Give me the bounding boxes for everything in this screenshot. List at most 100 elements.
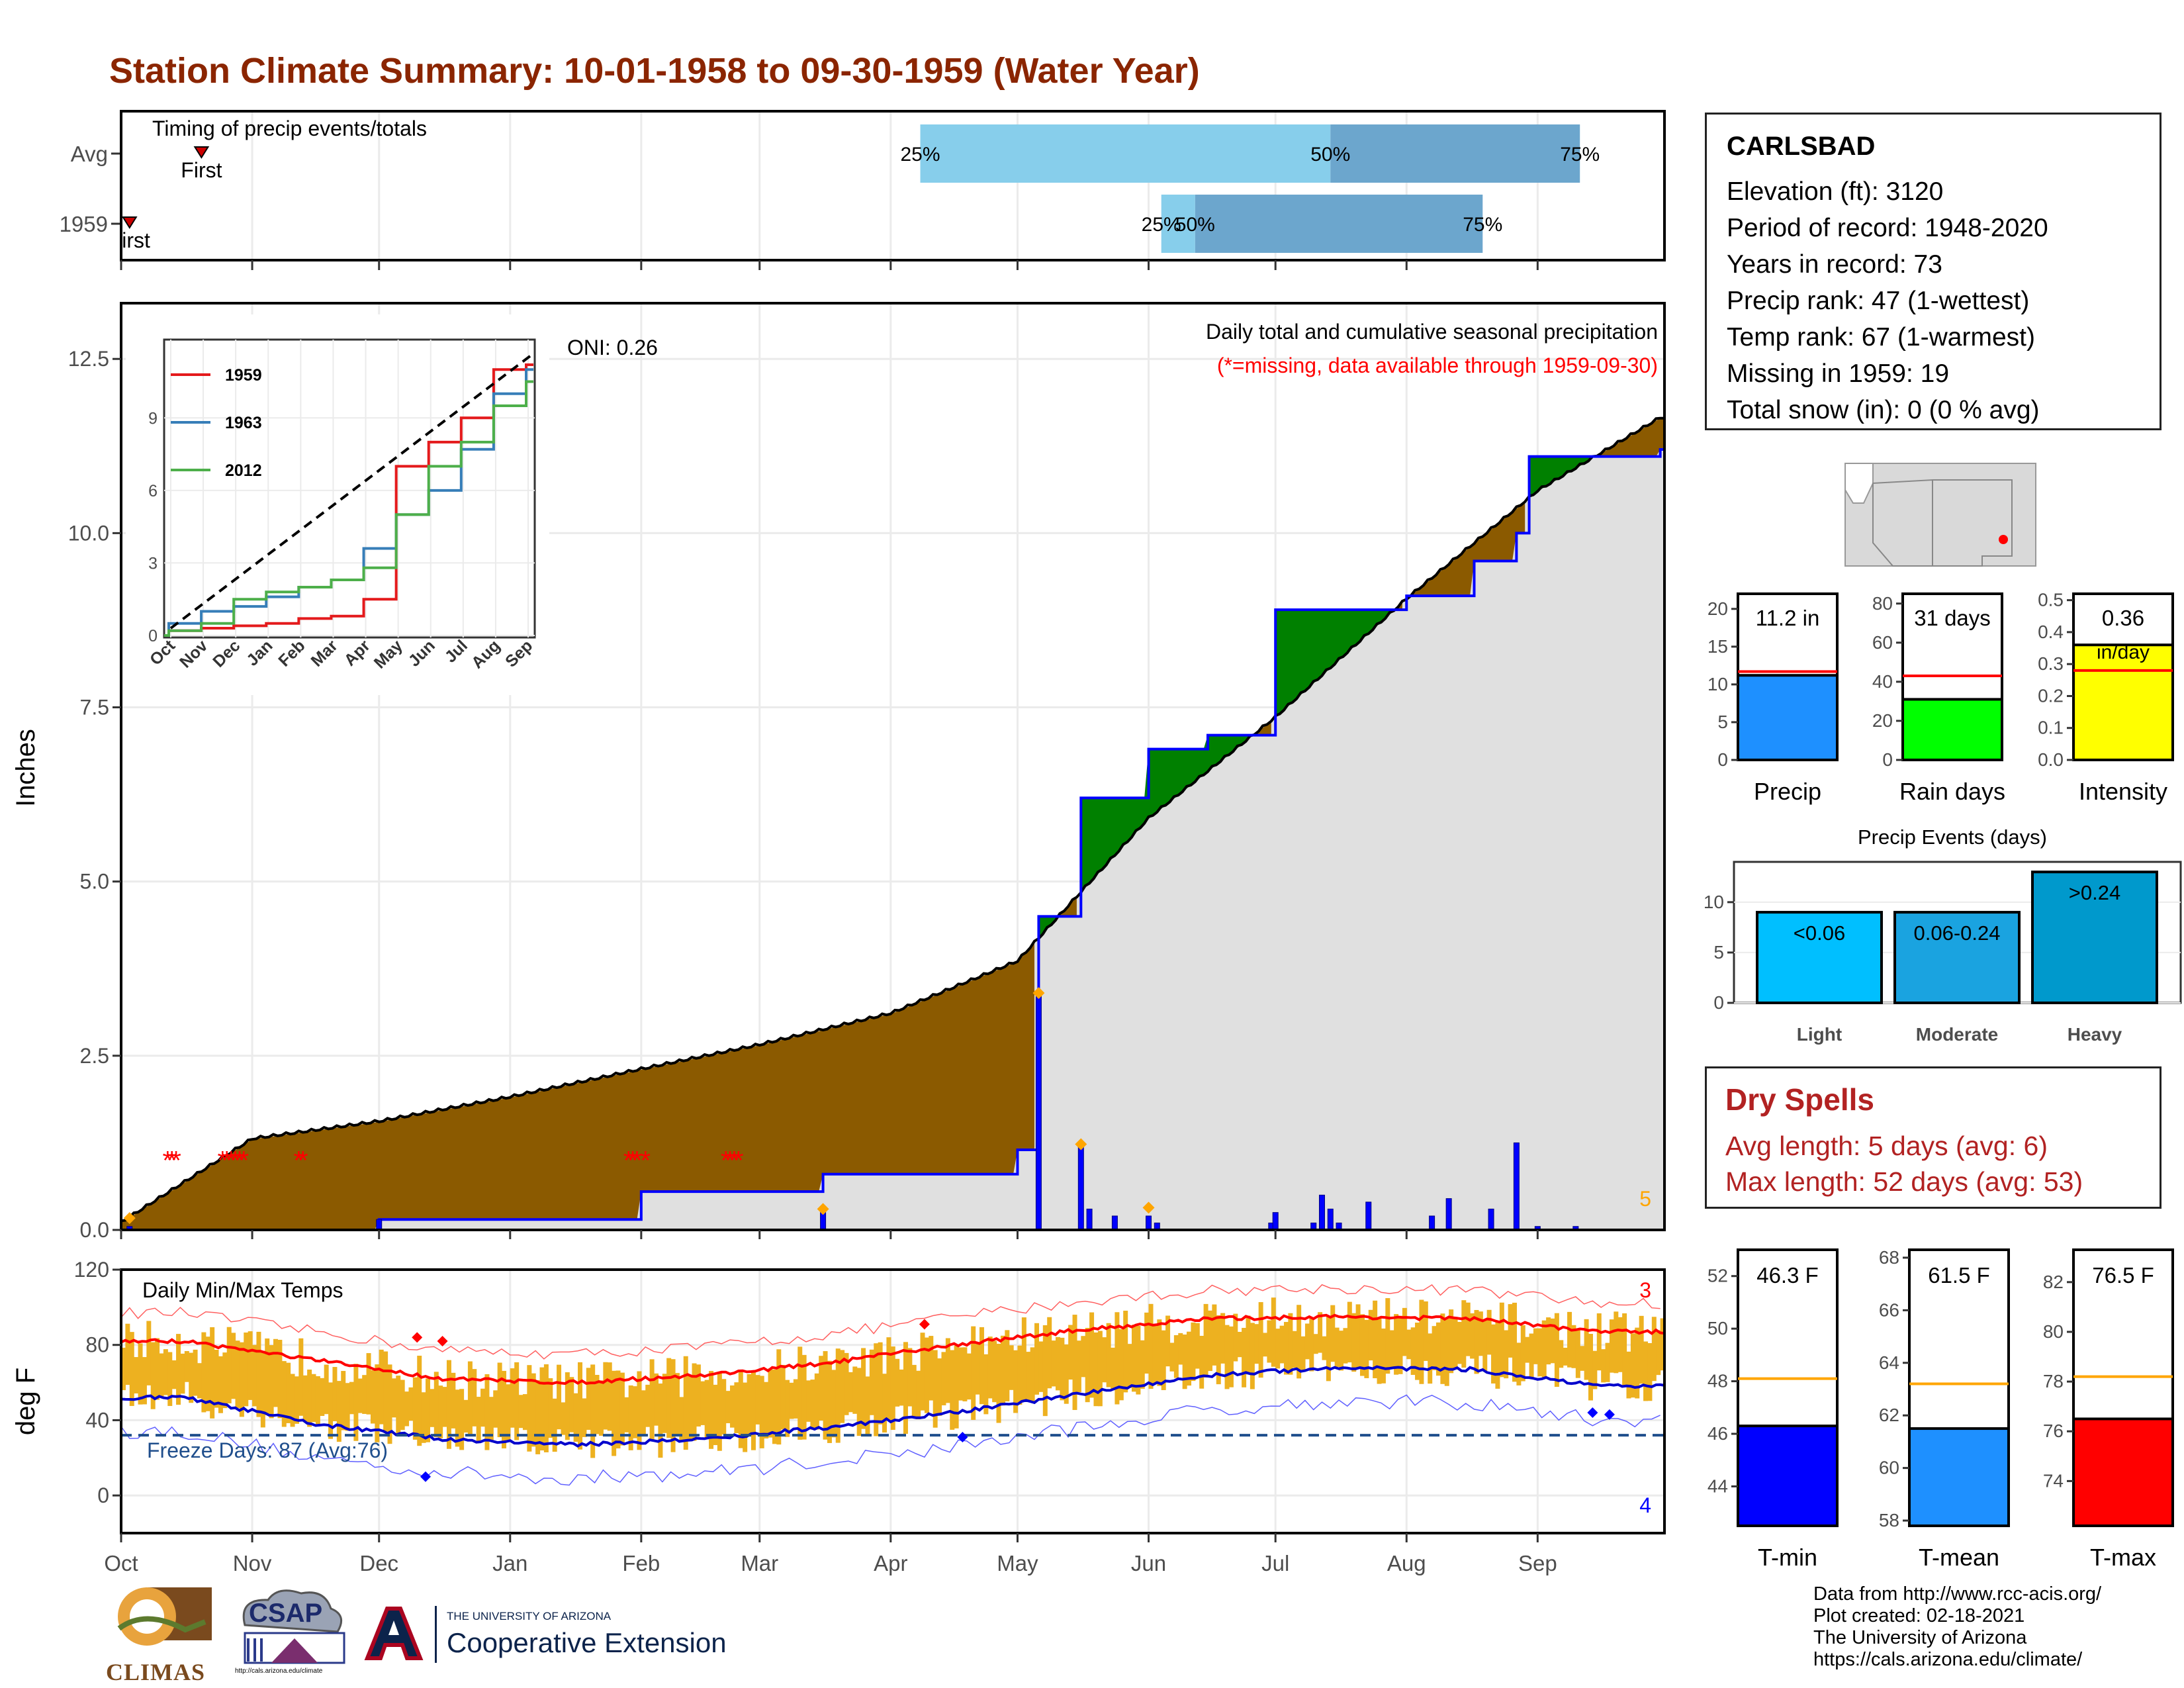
daily-temp-bar: [1575, 1329, 1580, 1378]
temp-y-axis-label: deg F: [11, 1368, 40, 1435]
daily-temp-bar: [658, 1383, 663, 1458]
daily-temp-bar: [298, 1338, 304, 1416]
tmin-chart-tick-label: 46: [1707, 1423, 1728, 1444]
daily-temp-bar: [1520, 1325, 1525, 1382]
daily-temp-bar: [861, 1348, 866, 1429]
tmax-chart-tick-label: 78: [2043, 1371, 2064, 1391]
daily-temp-bar: [502, 1370, 507, 1449]
tmean-chart-value-label: 61.5 F: [1928, 1263, 1990, 1288]
missing-day-marker: *: [640, 1147, 651, 1176]
daily-temp-bar: [1064, 1344, 1069, 1404]
missing-day-marker: *: [294, 1147, 304, 1176]
daily-temp-bar: [1643, 1341, 1649, 1401]
daily-precip-bar: [1365, 1201, 1372, 1231]
daily-temp-bar: [375, 1364, 380, 1442]
daily-precip-bar: [820, 1212, 827, 1231]
daily-temp-bar: [1592, 1350, 1598, 1389]
intensity-chart-tick-label: 0.1: [2038, 718, 2064, 738]
daily-temp-bar: [945, 1338, 950, 1403]
daily-temp-bar: [1491, 1324, 1496, 1384]
daily-temp-bar: [1283, 1322, 1289, 1375]
station-missing: Missing in 1959: 19: [1727, 359, 1950, 388]
daily-temp-bar: [357, 1378, 363, 1413]
rain-days-chart-tick-label: 0: [1882, 749, 1893, 770]
daily-temp-bar: [527, 1365, 532, 1452]
tmax-chart-tick-label: 76: [2043, 1421, 2064, 1441]
daily-temp-bar: [472, 1369, 477, 1427]
daily-temp-bar: [535, 1380, 541, 1454]
daily-temp-bar: [598, 1380, 604, 1436]
daily-temp-bar: [315, 1376, 320, 1427]
missing-day-marker: *: [226, 1147, 236, 1176]
daily-temp-bar: [929, 1336, 934, 1401]
daily-temp-bar: [683, 1356, 688, 1450]
daily-temp-bar: [1220, 1313, 1226, 1364]
footer-line-data-source: Data from http://www.rcc-acis.org/: [1813, 1583, 2102, 1605]
daily-temp-bar: [176, 1334, 181, 1405]
daily-temp-bar: [1385, 1298, 1390, 1374]
intensity-chart-tick-label: 0.5: [2038, 590, 2064, 610]
intensity-chart-tick-label: 0.2: [2038, 685, 2064, 706]
events-bar-range-label: >0.24: [2069, 881, 2120, 904]
daily-temp-bar: [286, 1362, 291, 1423]
daily-temp-bar: [1373, 1300, 1378, 1379]
events-tick-label: 0: [1713, 992, 1724, 1013]
precip-total-chart-value-label: 11.2 in: [1756, 606, 1820, 630]
daily-temp-bar: [379, 1349, 384, 1425]
daily-temp-bar: [193, 1349, 198, 1396]
daily-temp-bar: [252, 1344, 257, 1407]
daily-temp-bar: [979, 1327, 984, 1405]
timing-label-50: 50%: [1175, 214, 1215, 236]
missing-day-marker: *: [222, 1147, 232, 1176]
daily-temp-bar: [1318, 1312, 1323, 1353]
daily-temp-bar: [1017, 1345, 1023, 1405]
daily-temp-bar: [628, 1385, 633, 1450]
daily-temp-bar: [366, 1353, 371, 1415]
month-axis-label: Jan: [492, 1551, 527, 1575]
daily-temp-bar: [823, 1351, 828, 1440]
csap-logo: CSAP http://cals.arizona.edu/climate: [232, 1585, 351, 1681]
daily-temp-bar: [856, 1368, 862, 1436]
tmax-chart-tick-label: 82: [2043, 1272, 2064, 1292]
missing-day-marker: *: [632, 1147, 643, 1176]
temp-y-tick-label: 120: [74, 1258, 109, 1282]
timing-panel-title: Timing of precip events/totals: [152, 117, 427, 140]
temp-record-marker: [412, 1332, 423, 1343]
cumulative-precip-line: [121, 448, 1664, 1231]
daily-temp-bar: [1334, 1327, 1340, 1367]
temp-record-marker: [420, 1471, 432, 1482]
daily-temp-bar: [1580, 1346, 1585, 1371]
tmax-chart-tick-label: 74: [2043, 1470, 2064, 1491]
timing-bar-50-75: [1195, 195, 1483, 253]
intensity-chart-value-label: 0.36: [2102, 606, 2144, 630]
average-min-temp-line: [120, 1365, 1665, 1448]
daily-temp-bar: [396, 1376, 401, 1434]
daily-temp-bar: [159, 1353, 164, 1397]
daily-temp-bar: [167, 1352, 173, 1406]
tmin-chart-label: T-min: [1758, 1544, 1817, 1571]
daily-temp-bar: [1525, 1336, 1530, 1363]
daily-temp-bar: [886, 1337, 891, 1421]
daily-temp-bar: [916, 1370, 921, 1420]
precip-y-tick-label: 2.5: [80, 1044, 109, 1068]
tmin-chart-bar: [1737, 1425, 1839, 1527]
daily-temp-bar: [1622, 1313, 1627, 1387]
daily-temp-bar: [569, 1377, 574, 1432]
daily-temp-bar: [1440, 1313, 1445, 1384]
daily-temp-bar: [1423, 1301, 1428, 1361]
tmean-chart-tick-label: 68: [1879, 1247, 1899, 1268]
daily-temp-bar: [814, 1373, 819, 1430]
daily-temp-bar: [793, 1379, 798, 1419]
daily-temp-bar: [573, 1393, 578, 1442]
daily-temp-bar: [1026, 1352, 1031, 1401]
daily-temp-bar: [1254, 1324, 1259, 1364]
daily-temp-bar: [1165, 1315, 1171, 1367]
daily-temp-bar: [1131, 1325, 1136, 1392]
daily-temp-bar: [1351, 1313, 1357, 1372]
daily-temp-bar: [163, 1349, 168, 1395]
daily-temp-bar: [239, 1342, 244, 1417]
footer-line-url: https://cals.arizona.edu/climate/: [1813, 1649, 2083, 1670]
inset-legend-label: 1959: [225, 366, 262, 385]
